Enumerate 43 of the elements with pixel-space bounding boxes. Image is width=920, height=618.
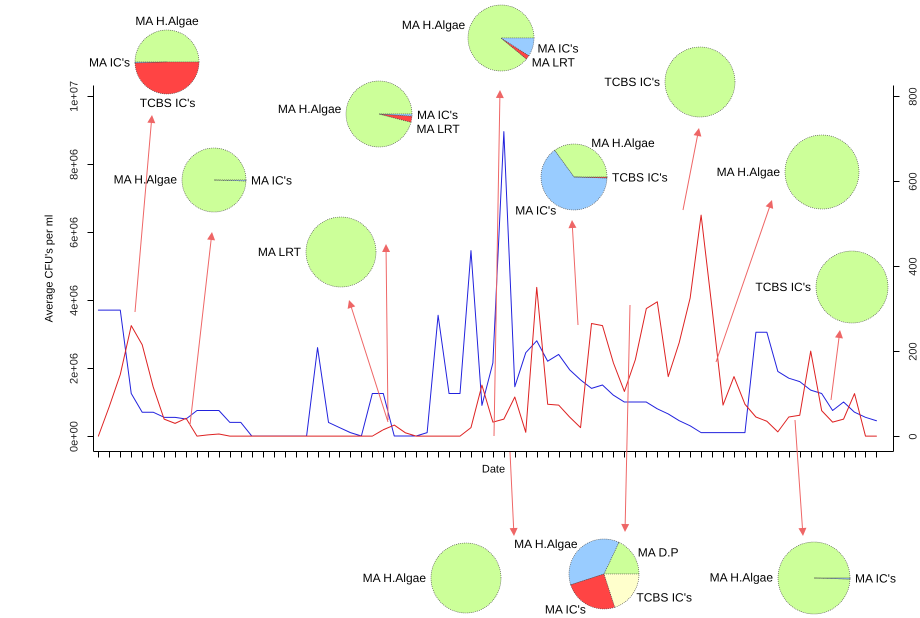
pie-slice [346,80,412,148]
slice-label: MA H.Algae [135,14,199,28]
slice-label: MA LRT [258,245,302,259]
slice-label: MA H.Algae [716,165,780,179]
slice-label: TCBS IC's [612,170,668,185]
y-axis-title: Average CFU's per ml [44,214,56,322]
slice-label: MA H.Algae [362,571,426,585]
y2-tick-label: 600 [908,172,920,191]
y-tick-label: 8e+06 [68,148,80,180]
slice-label: MA IC's [416,108,458,122]
slice-label: MA H.Algae [591,136,655,150]
pie-slice [468,4,534,72]
slice-label: MA IC's [537,42,578,56]
slice-label: MA IC's [544,602,586,617]
slice-label: MA IC's [250,174,292,188]
y-tick-label: 0e+00 [68,421,80,452]
pie-slice [778,542,850,614]
y2-tick-label: 200 [908,342,920,361]
slice-label: MA LRT [416,122,460,136]
y2-tick-label: 400 [908,257,920,276]
y-tick-label: 4e+06 [68,285,80,316]
slice-label: TCBS IC's [604,75,660,89]
line-series [98,214,877,437]
slice-label: MA H.Algae [710,570,774,584]
slice-label: MA LRT [532,56,576,70]
y-tick-label: 1e+07 [68,80,80,112]
y-tick-label: 2e+06 [68,353,80,384]
slice-label: MA H.Algae [402,18,466,32]
y-tick-label: 6e+06 [68,216,80,248]
slice-label: TCBS IC's [636,590,692,605]
slice-label: MA IC's [515,204,556,218]
y2-tick-label: 0 [908,434,920,440]
pie-slice [182,148,246,212]
slice-label: MA H.Algae [514,536,578,551]
slice-label: TCBS IC's [755,280,811,294]
slice-label: MA IC's [89,56,130,70]
x-axis-title: Date [482,464,506,476]
slice-label: TCBS IC's [140,96,196,110]
line-series [98,131,877,437]
slice-label: MA D.P [638,546,678,560]
y2-tick-label: 800 [908,87,920,106]
slice-label: MA H.Algae [278,102,342,116]
slice-label: MA IC's [854,572,896,586]
